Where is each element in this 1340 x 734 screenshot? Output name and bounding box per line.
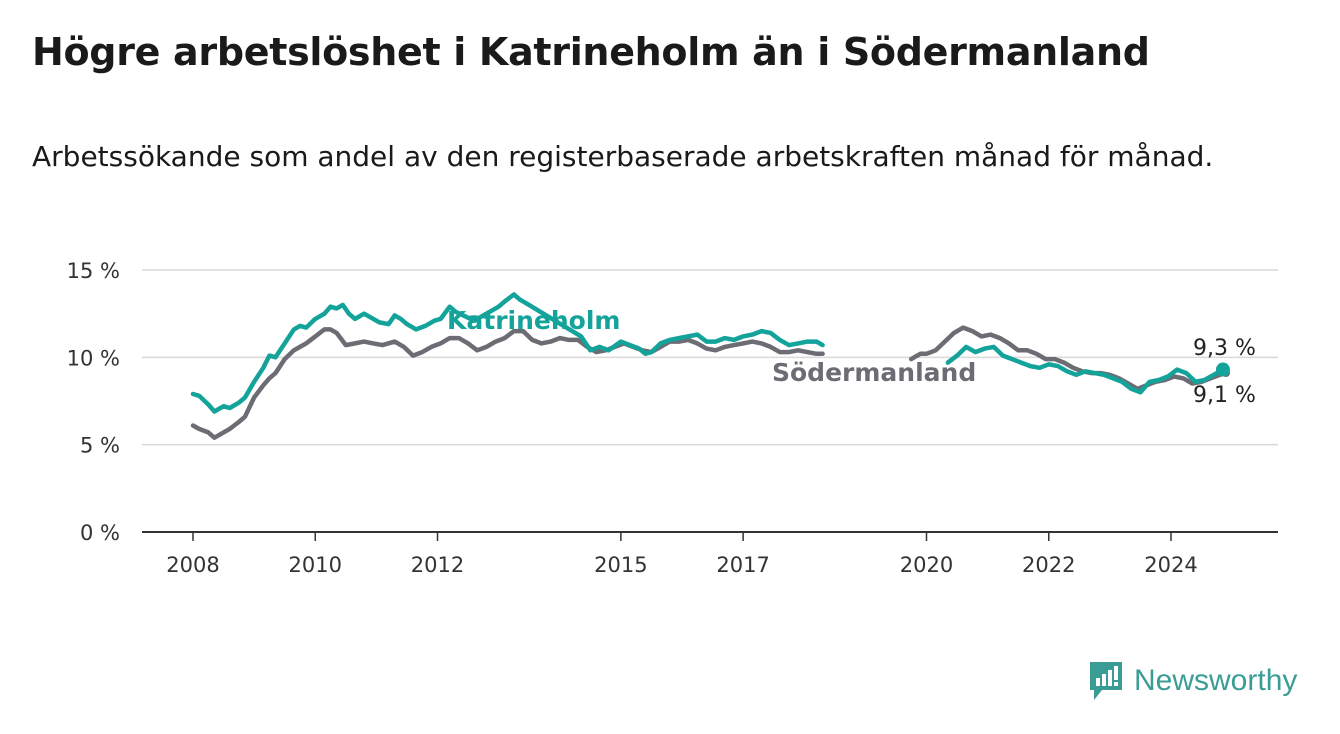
y-tick-label: 10 %: [67, 346, 120, 370]
x-tick-label: 2022: [1022, 553, 1075, 577]
chart-title: Högre arbetslöshet i Katrineholm än i Sö…: [32, 30, 1150, 74]
brand-name: Newsworthy: [1134, 664, 1298, 697]
y-tick-label: 0 %: [80, 521, 120, 545]
series-line-katrineholm: [190, 292, 825, 414]
newsworthy-icon: [1090, 662, 1122, 700]
y-tick-label: 5 %: [80, 434, 120, 458]
chart-subtitle: Arbetssökande som andel av den registerb…: [32, 140, 1214, 173]
end-label-sodermanland: 9,1 %: [1193, 383, 1256, 408]
x-axis-ticks: 2008 2010 2012 2015 2017 2020 2022 2024: [166, 532, 1198, 577]
series-label-sodermanland: Södermanland: [772, 358, 976, 387]
grid-lines: [142, 269, 1278, 533]
y-axis-ticks: 0 % 5 % 10 % 15 %: [67, 259, 120, 545]
x-tick-label: 2015: [594, 553, 647, 577]
x-tick-label: 2017: [716, 553, 769, 577]
x-tick-label: 2020: [900, 553, 953, 577]
brand-logo: Newsworthy: [1088, 660, 1297, 702]
series-line-katrineholm: [945, 344, 1226, 395]
series-lines: [190, 292, 1231, 440]
x-tick-label: 2012: [411, 553, 464, 577]
end-point-katrineholm: [1215, 362, 1230, 377]
series-label-katrineholm: Katrineholm: [447, 306, 620, 335]
x-tick-label: 2010: [289, 553, 342, 577]
x-tick-label: 2008: [166, 553, 219, 577]
x-tick-label: 2024: [1144, 553, 1197, 577]
series-line-sodermanland: [190, 327, 825, 440]
end-label-katrineholm: 9,3 %: [1193, 336, 1256, 361]
series-line-sodermanland: [908, 325, 1229, 392]
y-tick-label: 15 %: [67, 259, 120, 283]
